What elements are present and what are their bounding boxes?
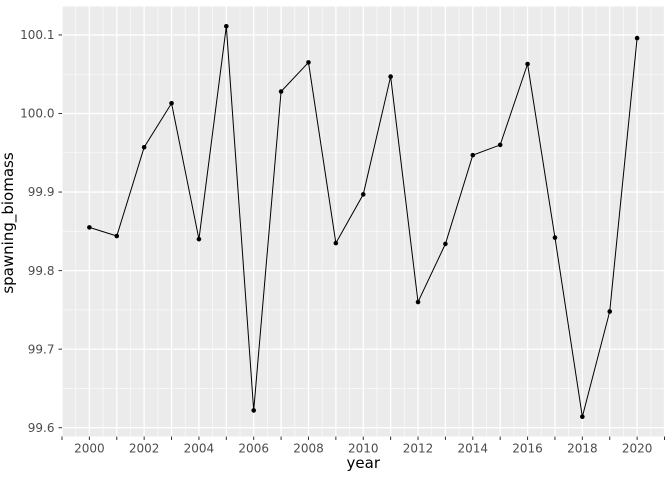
y-axis-title: spawning_biomass — [0, 152, 18, 293]
data-point — [415, 299, 421, 305]
data-point — [114, 233, 120, 239]
y-tick-label: 99.9 — [28, 185, 55, 199]
x-tick-label: 2020 — [622, 442, 653, 456]
x-tick-label: 2002 — [129, 442, 160, 456]
data-point — [87, 225, 92, 230]
data-point — [251, 408, 257, 413]
data-point — [306, 60, 311, 65]
x-tick-label: 2012 — [403, 442, 434, 456]
y-tick-label: 99.6 — [28, 421, 55, 435]
x-tick-label: 2008 — [293, 442, 324, 456]
y-tick-label: 99.8 — [28, 264, 55, 278]
series-layer — [87, 23, 640, 420]
data-point — [224, 23, 229, 29]
data-point — [552, 235, 558, 240]
data-point — [360, 192, 366, 197]
data-point — [278, 89, 284, 94]
x-tick-label: 2014 — [458, 442, 489, 456]
axis-tick-labels: 2000 2002 2004 2006 2008 2010 2012 2014 2016 2018… — [20, 28, 652, 455]
x-tick-label: 2000 — [74, 442, 105, 456]
x-tick-label: 2018 — [567, 442, 598, 456]
data-point — [634, 35, 640, 41]
x-tick-label: 2006 — [238, 442, 269, 456]
data-point — [333, 240, 339, 246]
data-point — [470, 152, 476, 158]
x-axis-title: year — [347, 454, 381, 472]
data-point — [580, 414, 585, 420]
x-tick-label: 2010 — [348, 442, 379, 456]
y-tick-label: 100.0 — [20, 107, 54, 121]
axis-ticks — [58, 34, 665, 440]
data-point — [141, 144, 147, 150]
y-tick-label: 100.1 — [20, 28, 54, 42]
data-point — [388, 74, 393, 79]
x-tick-label: 2004 — [184, 442, 215, 456]
x-tick-label: 2016 — [512, 442, 543, 456]
data-point — [525, 61, 530, 67]
data-point — [497, 142, 503, 148]
data-point — [443, 241, 448, 247]
data-point — [607, 309, 613, 314]
data-point — [196, 236, 202, 242]
data-point — [169, 100, 174, 106]
y-tick-label: 99.7 — [28, 342, 55, 356]
